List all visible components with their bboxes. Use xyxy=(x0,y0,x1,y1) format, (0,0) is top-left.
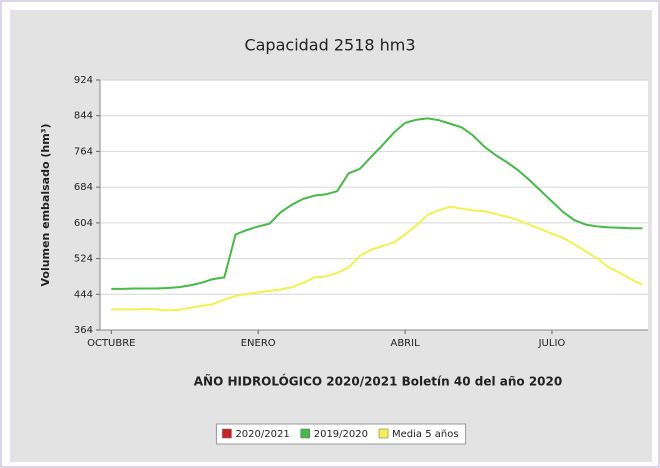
legend-label: Media 5 años xyxy=(392,429,459,440)
x-tick-label: JULIO xyxy=(538,338,566,349)
y-tick-label: 684 xyxy=(74,182,93,193)
legend-swatch xyxy=(222,428,232,439)
y-tick-label: 444 xyxy=(74,289,93,300)
y-tick-label: 524 xyxy=(74,254,93,265)
y-tick-label: 604 xyxy=(74,218,93,229)
legend-swatch xyxy=(300,428,310,439)
y-axis-label: Volumen embalsado (hm³) xyxy=(39,123,52,286)
y-tick-label: 924 xyxy=(74,75,93,86)
legend-box xyxy=(215,423,467,445)
series-line xyxy=(111,205,643,312)
legend-label: 2019/2020 xyxy=(314,429,368,440)
y-tick-label: 364 xyxy=(74,325,93,336)
x-tick-label: ENERO xyxy=(241,338,276,349)
x-tick-label: ABRIL xyxy=(390,338,420,349)
x-axis-label: AÑO HIDROLÓGICO 2020/2021 Boletín 40 del… xyxy=(194,374,562,389)
chart-title: Capacidad 2518 hm3 xyxy=(244,36,415,55)
y-tick-label: 764 xyxy=(74,146,93,157)
legend-label: 2020/2021 xyxy=(235,429,289,440)
series-line xyxy=(111,117,643,290)
x-tick-label: OCTUBRE xyxy=(87,338,135,349)
plot-area xyxy=(100,80,648,330)
y-tick-label: 844 xyxy=(74,111,93,122)
legend-swatch xyxy=(378,428,389,439)
